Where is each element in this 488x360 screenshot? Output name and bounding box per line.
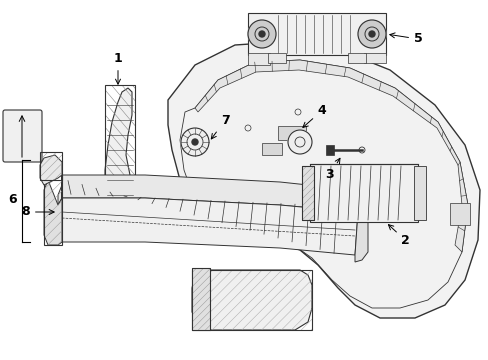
Circle shape (357, 20, 385, 48)
Bar (413, 166, 425, 220)
Polygon shape (354, 212, 367, 262)
Circle shape (192, 139, 198, 145)
Bar (363, 53, 385, 63)
Circle shape (247, 20, 275, 48)
Polygon shape (44, 175, 62, 245)
Polygon shape (192, 270, 311, 330)
FancyBboxPatch shape (3, 110, 42, 162)
Bar (325, 145, 333, 155)
Circle shape (287, 130, 311, 154)
Circle shape (181, 128, 208, 156)
Bar (309, 164, 417, 222)
Bar (192, 268, 209, 330)
Polygon shape (168, 42, 479, 318)
Polygon shape (58, 175, 357, 212)
Text: 8: 8 (21, 206, 54, 219)
Text: 1: 1 (113, 52, 122, 84)
Bar (247, 13, 385, 55)
Text: 4: 4 (302, 104, 325, 127)
Text: 2: 2 (387, 225, 409, 247)
Text: 6: 6 (8, 193, 17, 207)
Bar (302, 166, 313, 220)
Bar (278, 126, 305, 140)
Text: 7: 7 (211, 114, 229, 139)
Text: 5: 5 (389, 32, 422, 45)
Bar (347, 53, 365, 63)
Polygon shape (105, 88, 135, 208)
Bar (262, 143, 282, 155)
Polygon shape (195, 60, 467, 252)
Polygon shape (40, 155, 62, 185)
Bar (267, 53, 285, 63)
Circle shape (259, 31, 264, 37)
Polygon shape (108, 195, 133, 212)
Circle shape (368, 31, 374, 37)
Bar (449, 203, 469, 225)
Bar (247, 53, 269, 65)
Polygon shape (62, 175, 357, 255)
Text: 3: 3 (325, 158, 339, 181)
